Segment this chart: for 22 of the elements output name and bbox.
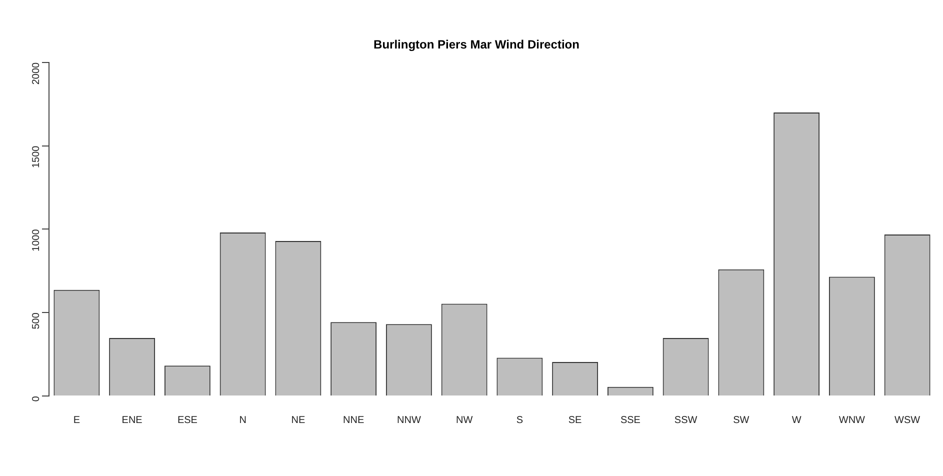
y-tick-label: 2000: [30, 62, 42, 85]
y-tick-label: 1000: [30, 228, 42, 252]
x-tick-label: SW: [733, 414, 750, 426]
x-tick-label: ENE: [122, 414, 143, 426]
x-tick-label: NE: [291, 414, 306, 426]
x-tick-label: S: [516, 414, 524, 426]
x-tick-label: WNW: [838, 414, 866, 426]
y-tick-label: 1500: [30, 145, 42, 168]
x-tick-label: W: [792, 414, 802, 426]
x-tick-label: E: [73, 414, 80, 426]
x-tick-label: NNW: [396, 414, 422, 426]
x-tick-label: ESE: [177, 414, 198, 426]
x-tick-label: N: [239, 414, 246, 426]
x-tick-label: SSE: [620, 414, 641, 426]
x-tick-label: WSW: [894, 414, 921, 426]
x-tick-label: SE: [568, 414, 582, 426]
y-tick-label: 0: [30, 396, 42, 402]
y-tick-label: 500: [30, 312, 42, 330]
chart-title: Burlington Piers Mar Wind Direction: [374, 38, 580, 52]
x-tick-label: SSW: [674, 414, 698, 426]
x-tick-label: NNE: [343, 414, 364, 426]
x-tick-label: NW: [456, 414, 474, 426]
